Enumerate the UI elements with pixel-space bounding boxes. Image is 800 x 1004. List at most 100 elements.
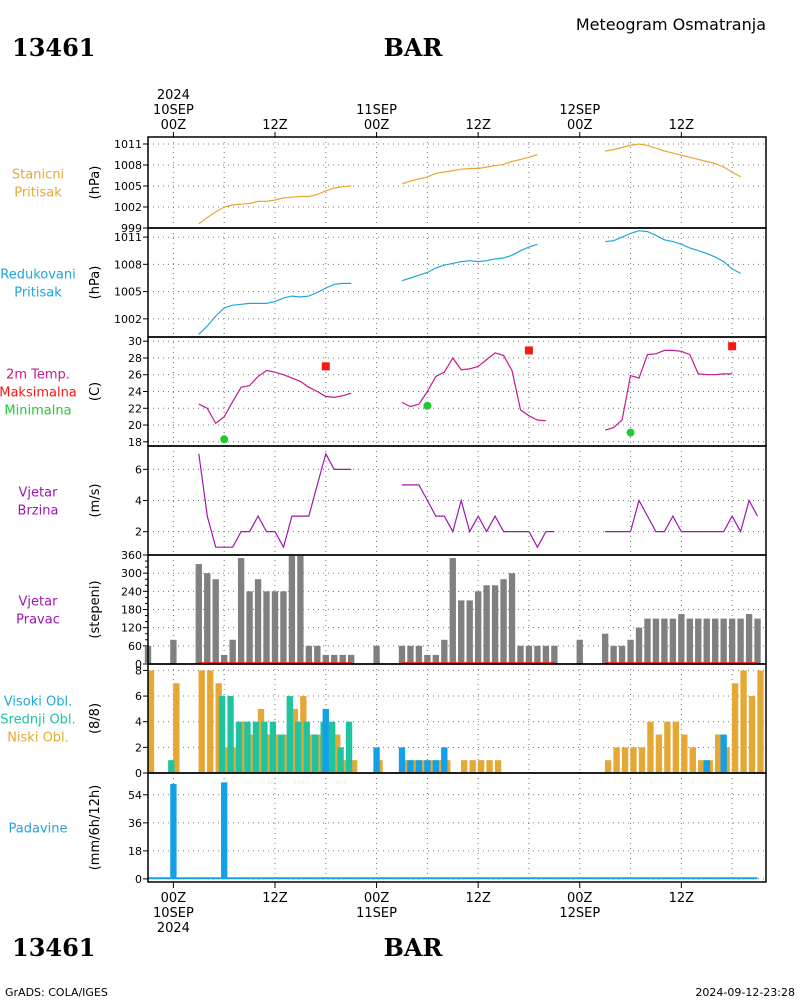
top-axis-label: 12Z [262, 118, 288, 133]
min-temp-marker [220, 435, 229, 444]
bar [681, 734, 688, 773]
bar [618, 645, 626, 664]
panel-label-line: Redukovani [0, 268, 75, 283]
y-tick-label: 36 [128, 817, 142, 830]
panel-label-line: Stanicni [12, 168, 64, 183]
y-tick-label: 1008 [114, 159, 142, 172]
bottom-axis-label: 12Z [465, 891, 491, 906]
panel-label-line: Maksimalna [0, 386, 77, 401]
bar [215, 683, 222, 773]
y-tick-label: 8 [135, 664, 142, 677]
panel-temperature: 18 20 22 24 26 28 30 2m Temp. Maksimalna Minimaln… [0, 335, 767, 449]
y-tick-label: 22 [128, 402, 142, 415]
bar [291, 708, 299, 773]
bar [271, 591, 279, 664]
series-line [401, 352, 546, 422]
panel-unit-label: (8/8) [88, 703, 103, 734]
bar [689, 747, 696, 773]
bar [630, 747, 637, 773]
bar [576, 639, 583, 664]
bar [728, 618, 736, 664]
bar [627, 639, 634, 664]
bar [280, 591, 287, 664]
bar [474, 591, 482, 664]
bottom-axis-label: 12Z [669, 891, 695, 906]
bar [257, 708, 265, 773]
panel-unit-label: (mm/6h/12h) [88, 785, 103, 871]
bar [415, 760, 423, 773]
bar [525, 645, 533, 664]
bar [348, 654, 355, 664]
panel-label-line: Vjetar [19, 595, 59, 610]
bar [652, 618, 660, 664]
y-tick-label: 60 [128, 640, 142, 653]
bar [339, 654, 346, 664]
y-tick-label: 0 [135, 873, 142, 886]
station-id-bottom: 13461 [12, 933, 96, 962]
bar [345, 721, 353, 773]
top-axis-label: 11SEP [356, 103, 397, 118]
y-tick-label: 18 [128, 436, 142, 449]
bar [221, 654, 228, 664]
panel-wind-direction: 0 60 120 180 240 300 360 Vjetar Pravac (stepeni) [16, 549, 767, 671]
bar [227, 696, 234, 773]
bar [714, 734, 722, 773]
bar [252, 721, 260, 773]
panel-frame [147, 136, 767, 229]
bar [669, 618, 677, 664]
bar [312, 734, 319, 773]
panel-label-line: 2m Temp. [6, 368, 70, 383]
bar [246, 591, 253, 664]
bar [748, 696, 756, 773]
panel-unit-label: (C) [88, 382, 103, 401]
bar [494, 760, 502, 773]
bar [218, 696, 226, 773]
footer-timestamp: 2024-09-12-23:28 [695, 986, 795, 999]
bar [328, 721, 336, 773]
bar [232, 747, 239, 773]
bar [703, 618, 710, 664]
bar [415, 645, 423, 664]
bar [288, 555, 296, 664]
bar [500, 579, 507, 664]
y-tick-label: 26 [128, 369, 142, 382]
bar [449, 558, 456, 664]
bar [295, 721, 302, 773]
bar [398, 747, 406, 773]
bar [672, 721, 680, 773]
station-name-top: BAR [384, 33, 444, 62]
bar [407, 760, 414, 773]
panel-label-line: Pritisak [14, 286, 62, 301]
bar [147, 670, 155, 773]
y-tick-label: 20 [128, 419, 142, 432]
y-tick-label: 360 [121, 549, 142, 562]
station-name-bottom: BAR [384, 933, 444, 962]
panel-label-line: Padavine [9, 822, 68, 837]
bar [204, 573, 211, 664]
bar [491, 585, 499, 664]
bar [342, 760, 349, 773]
bar [168, 760, 175, 773]
series-line [198, 185, 352, 225]
bar [274, 734, 282, 773]
bar [170, 639, 177, 664]
bar [551, 645, 558, 664]
bar [610, 645, 617, 664]
y-tick-label: 28 [128, 352, 142, 365]
bar [240, 721, 248, 773]
bar [720, 618, 727, 664]
series-line [198, 452, 352, 549]
bar [221, 782, 228, 879]
bottom-axis-label: 11SEP [356, 906, 397, 921]
bar [269, 721, 277, 773]
bottom-axis-label: 00Z [567, 891, 593, 906]
series-line [198, 369, 352, 425]
series-line [605, 349, 733, 431]
bar [745, 614, 753, 664]
y-tick-label: 18 [128, 845, 142, 858]
bar [508, 573, 516, 664]
panel-label-line: Visoki Obl. [4, 695, 72, 710]
bottom-axis-label: 10SEP [153, 906, 194, 921]
